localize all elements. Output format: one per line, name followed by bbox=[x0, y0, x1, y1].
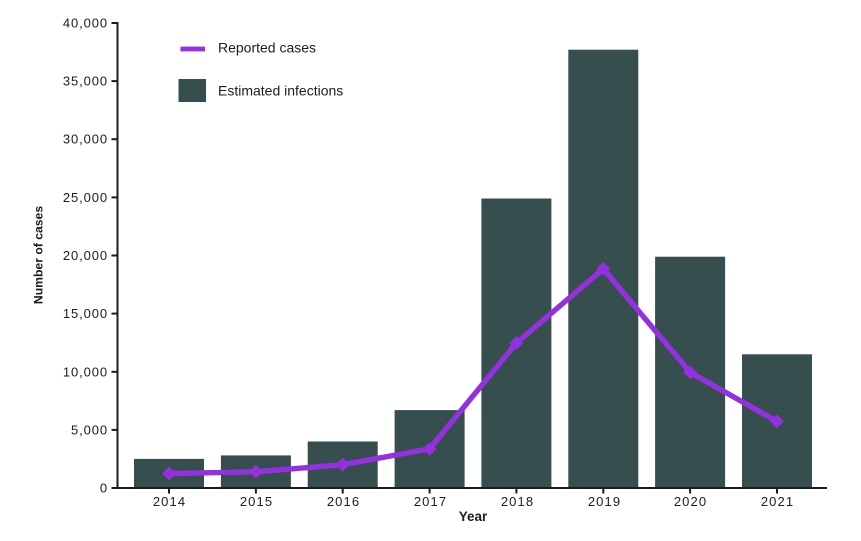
svg-text:15,000: 15,000 bbox=[63, 306, 108, 321]
svg-text:20,000: 20,000 bbox=[63, 248, 108, 263]
svg-text:30,000: 30,000 bbox=[63, 132, 108, 147]
svg-text:25,000: 25,000 bbox=[63, 190, 108, 205]
svg-text:0: 0 bbox=[100, 481, 108, 496]
svg-text:2021: 2021 bbox=[761, 494, 794, 509]
svg-text:2015: 2015 bbox=[240, 494, 273, 509]
svg-text:2017: 2017 bbox=[414, 494, 447, 509]
svg-text:Year: Year bbox=[459, 509, 488, 524]
svg-text:5,000: 5,000 bbox=[71, 422, 108, 437]
svg-text:2018: 2018 bbox=[501, 494, 534, 509]
svg-text:40,000: 40,000 bbox=[63, 16, 108, 31]
svg-text:Number of cases: Number of cases bbox=[32, 206, 46, 304]
svg-text:Reported cases: Reported cases bbox=[218, 40, 316, 56]
svg-text:2020: 2020 bbox=[674, 494, 707, 509]
svg-text:Estimated infections: Estimated infections bbox=[218, 83, 343, 99]
svg-text:35,000: 35,000 bbox=[63, 74, 108, 89]
svg-text:2019: 2019 bbox=[588, 494, 621, 509]
svg-text:2016: 2016 bbox=[327, 494, 360, 509]
svg-text:10,000: 10,000 bbox=[63, 364, 108, 379]
svg-text:2014: 2014 bbox=[153, 494, 186, 509]
